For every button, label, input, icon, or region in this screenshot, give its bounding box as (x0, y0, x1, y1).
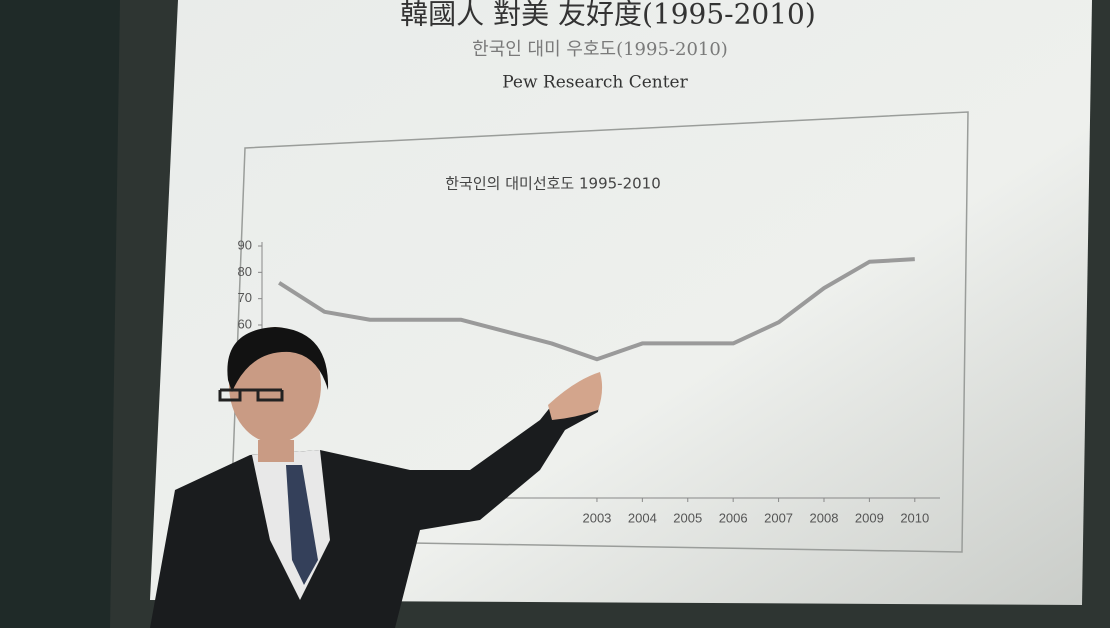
y-tick-label: 60 (238, 316, 252, 331)
x-tick-label: 2010 (900, 510, 929, 525)
slide-source: Pew Research Center (502, 73, 688, 93)
x-tick-label: 2009 (855, 510, 884, 525)
neck (258, 440, 294, 462)
slide-subtitle: 한국인 대미 우호도(1995-2010) (472, 39, 728, 60)
y-tick-label: 80 (238, 264, 252, 279)
x-tick-label: 2006 (719, 510, 748, 525)
scene: 韓國人 對美 友好度(1995-2010) 한국인 대미 우호도(1995-20… (0, 0, 1110, 628)
x-tick-label: 2008 (810, 510, 839, 525)
slide-title: 韓國人 對美 友好度(1995-2010) (400, 0, 816, 31)
y-tick-label: 90 (238, 237, 252, 252)
chart-title: 한국인의 대미선호도 1995-2010 (445, 175, 661, 193)
x-tick-label: 2007 (764, 510, 793, 525)
x-tick-label: 2004 (628, 510, 657, 525)
y-tick-label: 70 (238, 290, 252, 305)
x-tick-label: 2003 (582, 510, 611, 525)
x-tick-label: 2005 (673, 510, 702, 525)
